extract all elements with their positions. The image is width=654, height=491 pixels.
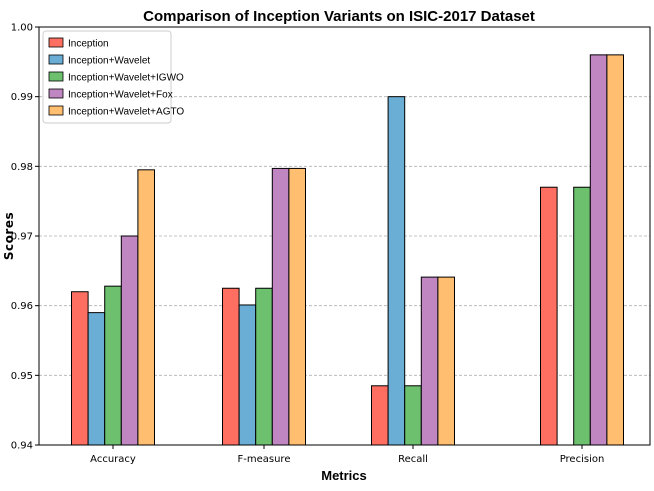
legend-label: Inception+Wavelet+Fox (68, 90, 173, 101)
legend-label: Inception (68, 39, 109, 50)
y-tick-label: 0.94 (11, 441, 33, 452)
bar-inception-wavelet-agto-f-measure (288, 167, 306, 446)
bar-inception-wavelet-igwo-accuracy (104, 285, 122, 446)
bars (71, 54, 625, 446)
bar-inception-recall (371, 385, 389, 446)
bar-inception-wavelet-f-measure (238, 304, 257, 446)
bar-inception-wavelet-igwo-f-measure (255, 287, 273, 446)
legend-label: Inception+Wavelet+IGWO (68, 73, 184, 84)
bar-inception-wavelet-fox-precision (589, 54, 608, 446)
bar-inception-precision (540, 186, 558, 446)
bar-inception-wavelet-agto-precision (606, 54, 625, 446)
legend-box (42, 30, 172, 124)
legend-swatch (48, 105, 64, 116)
bar-inception-wavelet-igwo-recall (404, 385, 422, 446)
y-tick-label: 1.00 (11, 23, 33, 34)
legend-swatch (48, 37, 64, 48)
y-tick-label: 0.98 (11, 162, 33, 173)
legend-swatch (48, 88, 64, 99)
legend-label: Inception+Wavelet (68, 56, 150, 67)
bar-inception-f-measure (222, 287, 240, 446)
bar-inception-accuracy (71, 291, 89, 446)
bar-inception-wavelet-fox-f-measure (271, 167, 290, 446)
y-tick-label: 0.97 (11, 232, 33, 243)
y-tick-label: 0.96 (11, 301, 33, 312)
bar-inception-wavelet-fox-recall (420, 276, 439, 446)
y-tick-label: 0.99 (11, 92, 33, 103)
x-tick-label: Accuracy (90, 454, 136, 465)
x-tick-label: F-measure (238, 454, 291, 465)
bar-inception-wavelet-agto-accuracy (137, 169, 155, 446)
bar-inception-wavelet-accuracy (87, 312, 106, 446)
legend-label: Inception+Wavelet+AGTO (68, 107, 184, 118)
chart-title: Comparison of Inception Variants on ISIC… (143, 8, 535, 25)
bar-inception-wavelet-fox-accuracy (120, 235, 139, 446)
y-axis-label: Scores (2, 212, 16, 260)
bar-inception-wavelet-recall (387, 96, 406, 446)
legend-swatch (48, 71, 64, 82)
y-tick-label: 0.95 (11, 371, 33, 382)
x-tick-label: Recall (398, 454, 428, 465)
y-axis-ticks: 0.94 0.95 0.96 0.97 0.98 0.99 1.00 (11, 23, 39, 452)
bar-inception-wavelet-agto-recall (437, 276, 455, 446)
x-tick-label: Precision (560, 454, 605, 465)
legend-swatch (48, 54, 64, 65)
bar-inception-wavelet-igwo-precision (573, 186, 591, 446)
legend: Inception Inception+Wavelet Inception+Wave… (42, 30, 184, 124)
x-axis-label: Metrics (321, 468, 367, 483)
x-axis-ticks: Accuracy F-measure Recall Precision (90, 445, 604, 465)
